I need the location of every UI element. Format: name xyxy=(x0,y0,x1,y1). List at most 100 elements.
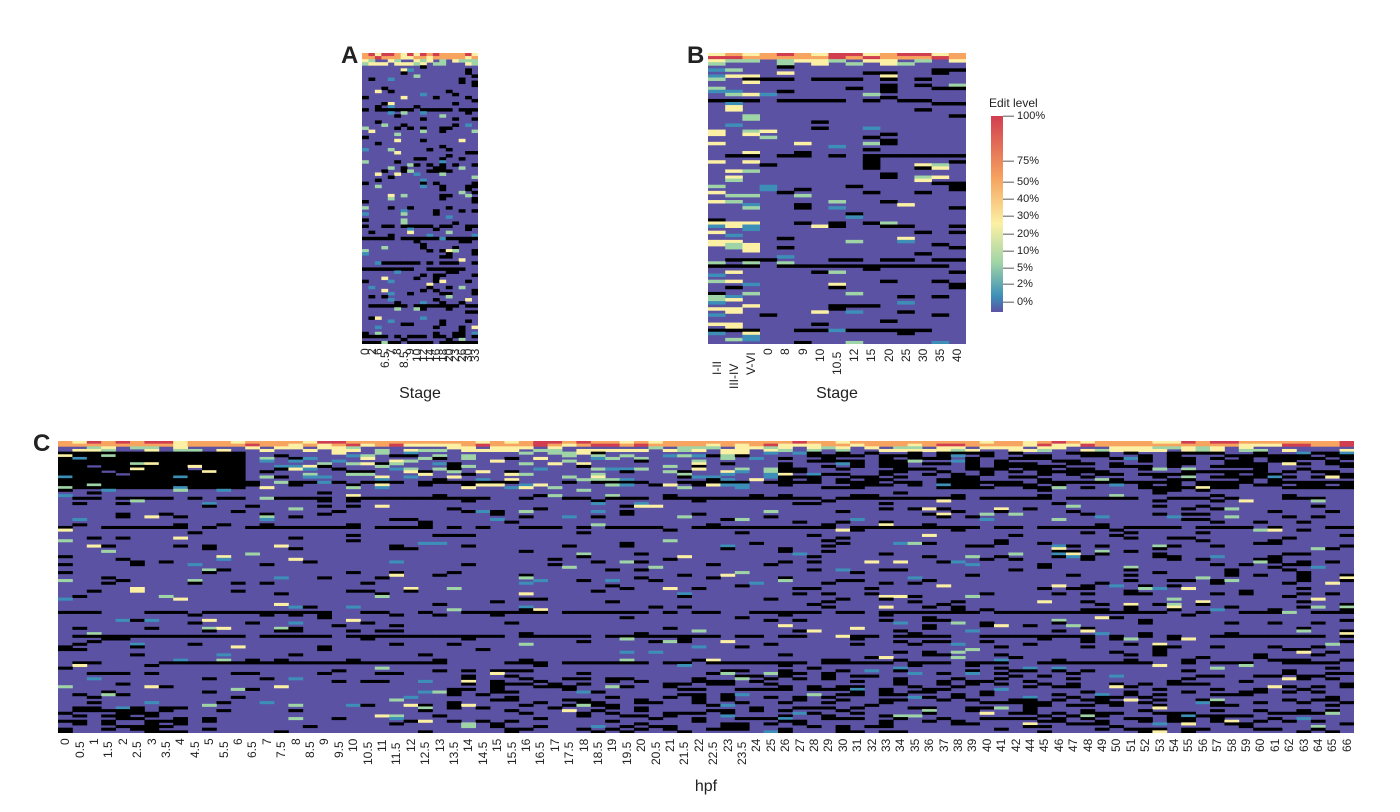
heatmap-cell xyxy=(1109,494,1124,498)
heatmap-cell xyxy=(1138,446,1153,450)
heatmap-cell xyxy=(1051,634,1067,638)
heatmap-cell xyxy=(72,483,88,487)
heatmap-cell xyxy=(518,597,534,601)
heatmap-cell xyxy=(897,98,915,103)
heatmap-cell xyxy=(677,661,692,665)
heatmap-cell xyxy=(1296,579,1312,583)
heatmap-cell xyxy=(708,242,726,247)
heatmap-cell xyxy=(101,544,116,548)
heatmap-cell xyxy=(1080,637,1096,641)
heatmap-cell xyxy=(1022,462,1038,466)
heatmap-cell xyxy=(950,451,966,455)
heatmap-cell xyxy=(403,467,419,471)
heatmap-cell xyxy=(1210,693,1225,697)
heatmap-cell xyxy=(835,687,851,691)
heatmap-cell xyxy=(1138,587,1153,591)
heatmap-cell xyxy=(931,68,950,72)
heatmap-cell xyxy=(662,557,678,561)
heatmap-cell xyxy=(922,605,937,609)
heatmap-cell xyxy=(374,634,390,638)
heatmap-cell xyxy=(734,486,750,490)
heatmap-cell xyxy=(471,98,478,103)
heatmap-cell xyxy=(862,71,881,75)
heatmap-cell xyxy=(288,441,304,445)
heatmap-cell xyxy=(245,443,260,447)
heatmap-cell xyxy=(86,459,102,463)
heatmap-cell xyxy=(1224,605,1240,609)
heatmap-cell xyxy=(1181,486,1196,490)
heatmap-cell xyxy=(725,169,743,173)
heatmap-cell xyxy=(86,671,102,675)
heatmap-cell xyxy=(862,92,881,97)
heatmap-cell xyxy=(418,472,433,476)
heatmap-cell xyxy=(880,200,898,204)
heatmap-cell xyxy=(58,475,73,479)
heatmap-cell xyxy=(1253,483,1268,487)
heatmap-cell xyxy=(413,172,421,176)
heatmap-cell xyxy=(936,499,952,503)
heatmap-cell xyxy=(811,322,829,327)
heatmap-cell xyxy=(1339,451,1354,455)
heatmap-cell xyxy=(792,496,808,500)
heatmap-cell xyxy=(360,703,376,707)
heatmap-cell xyxy=(346,634,361,638)
heatmap-cell xyxy=(130,483,145,487)
heatmap-cell xyxy=(1296,629,1312,633)
heatmap-cell xyxy=(389,467,404,471)
heatmap-cell xyxy=(1138,634,1153,638)
heatmap-cell xyxy=(1123,608,1139,612)
heatmap-cell xyxy=(1195,539,1211,543)
heatmap-cell xyxy=(880,86,898,91)
heatmap-cell xyxy=(1282,568,1297,572)
heatmap-cell xyxy=(576,698,592,702)
heatmap-cell xyxy=(346,571,361,575)
heatmap-cell xyxy=(1152,448,1168,453)
heatmap-cell xyxy=(259,486,275,490)
heatmap-cell xyxy=(576,441,592,445)
heatmap-cell xyxy=(706,709,721,713)
heatmap-cell xyxy=(1238,475,1254,479)
heatmap-cell xyxy=(288,467,304,471)
heatmap-cell xyxy=(418,730,433,733)
heatmap-cell xyxy=(648,701,664,705)
heatmap-cell xyxy=(202,626,217,630)
heatmap-cell xyxy=(706,454,721,458)
heatmap-cell xyxy=(806,555,822,559)
heatmap-cell xyxy=(862,56,881,60)
heatmap-cell xyxy=(432,541,448,545)
heatmap-cell xyxy=(389,573,404,577)
heatmap-cell xyxy=(835,725,851,729)
heatmap-cell xyxy=(216,709,232,713)
heatmap-cell xyxy=(979,640,995,644)
heatmap-cell xyxy=(720,661,736,665)
heatmap-cell xyxy=(864,587,880,591)
heatmap-cell xyxy=(389,613,404,617)
heatmap-cell xyxy=(828,98,846,103)
heatmap-cell xyxy=(662,470,678,474)
heatmap-cell xyxy=(72,523,88,527)
heatmap-cell xyxy=(590,478,606,482)
heatmap-cell xyxy=(994,661,1009,665)
heatmap-cell xyxy=(850,687,865,691)
heatmap-cell xyxy=(317,441,332,445)
heatmap-cell xyxy=(662,634,678,638)
heatmap-cell xyxy=(158,730,174,733)
heatmap-cell xyxy=(173,544,188,548)
heatmap-cell xyxy=(850,494,865,498)
heatmap-cell xyxy=(518,443,534,447)
heatmap-cell xyxy=(101,451,116,455)
heatmap-cell xyxy=(130,560,145,564)
heatmap-cell xyxy=(914,59,932,63)
x-tick-label: 10 xyxy=(346,738,361,752)
heatmap-cell xyxy=(288,621,304,625)
heatmap-cell xyxy=(418,653,433,657)
heatmap-cell xyxy=(605,496,620,500)
heatmap-cell xyxy=(880,154,898,158)
heatmap-cell xyxy=(452,340,460,344)
heatmap-cell xyxy=(187,581,203,585)
heatmap-cell xyxy=(115,451,131,455)
heatmap-cell xyxy=(1282,480,1297,484)
heatmap-cell xyxy=(1080,584,1096,588)
heatmap-cell xyxy=(1210,470,1225,474)
heatmap-cell xyxy=(862,264,881,268)
